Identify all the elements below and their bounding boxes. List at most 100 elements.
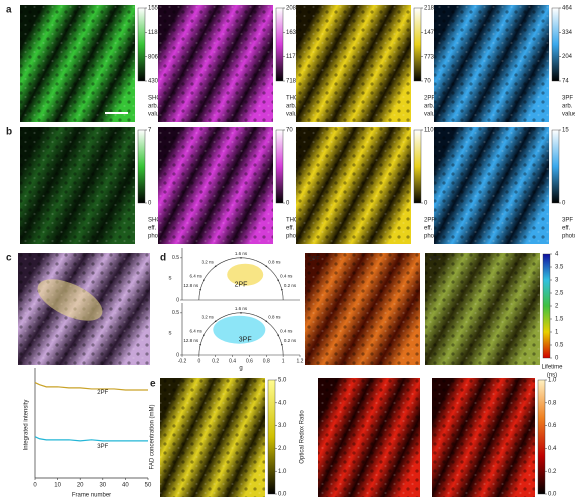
colorbar-tick-label: 7 [148, 128, 152, 134]
texture [434, 5, 549, 122]
colorbar-tick-label: 0 [148, 201, 152, 207]
lifetime-marker [214, 320, 217, 323]
colorbar-tick-label: 1559 [148, 6, 162, 12]
x-tick-label: 20 [77, 483, 84, 489]
series-line [34, 436, 148, 442]
unit-label: photon [148, 234, 166, 240]
channel-label: 3PF [562, 218, 573, 224]
colorbar-tick-label: 15 [562, 128, 569, 134]
colorbar-tick-label: 1.5 [555, 317, 564, 323]
phasor-label: 2PF [235, 282, 248, 289]
series-label: 2PF [97, 390, 108, 396]
x-tick-label: 1 [282, 358, 285, 364]
colorbar-tick-label: 806 [148, 54, 159, 60]
colorbar-tick-label: 1.0 [278, 469, 287, 475]
y-axis-label: Integrated intensity [24, 400, 30, 451]
colorbar [137, 7, 146, 82]
colorbar-tick-label: 1175 [286, 54, 300, 60]
texture [305, 253, 420, 365]
colorbar-tick-label: 4 [555, 252, 559, 258]
colorbar-label: (ns) [547, 373, 557, 379]
colorbar-tick-label: 0.4 [548, 446, 557, 452]
channel-label: SHG [148, 218, 161, 224]
image-label: 2PF [309, 257, 320, 263]
lifetime-label: 1.6 ns [235, 306, 248, 311]
x-tick-label: 50 [145, 483, 152, 489]
colorbar [137, 129, 146, 204]
unit-label: arb. [562, 104, 573, 110]
unit-label: arb. [424, 104, 435, 110]
x-tick-label: 0.6 [246, 358, 253, 364]
lifetime-label: 12.8 ns [183, 283, 199, 288]
colorbar [537, 379, 546, 495]
unit-label: value [562, 112, 575, 118]
colorbar-tick-label: 1631 [286, 30, 300, 36]
colorbar-tick-label: 1183 [148, 30, 162, 36]
colorbar-label: Optical Redox Ratio [300, 410, 306, 464]
lifetime-label: 6.4 ns [190, 328, 203, 333]
lifetime-label: 0.4 ns [280, 328, 293, 333]
colorbar-tick-label: 4.0 [278, 400, 287, 406]
unit-label: eff. [286, 226, 295, 232]
panel-label: c [6, 253, 12, 264]
unit-label: arb. [148, 104, 159, 110]
lifetime-marker [240, 257, 242, 259]
unit-label: value [148, 112, 163, 118]
texture [432, 378, 535, 497]
unit-label: eff. [148, 226, 157, 232]
colorbar-tick-label: 430 [148, 79, 159, 85]
colorbar [267, 379, 276, 495]
lifetime-marker [203, 279, 205, 281]
image-label: 3PF [429, 257, 440, 263]
phasor-cloud [227, 263, 264, 286]
x-tick-label: 0.4 [229, 358, 236, 364]
colorbar-tick-label: 1477 [424, 30, 438, 36]
colorbar [551, 7, 560, 82]
x-tick-label: 0.8 [263, 358, 270, 364]
colorbar-tick-label: 464 [562, 6, 573, 12]
colorbar-tick-label: 0 [555, 356, 559, 362]
unit-label: arb. [286, 104, 297, 110]
colorbar [275, 129, 284, 204]
series-label: 3PF [97, 444, 108, 450]
lifetime-label: 0.2 ns [284, 283, 297, 288]
x-tick-label: 10 [54, 483, 61, 489]
x-axis-label: g [239, 366, 242, 372]
lifetime-label: 0.8 ns [268, 314, 281, 319]
colorbar-tick-label: 5.0 [278, 378, 287, 384]
lifetime-marker [214, 265, 217, 268]
unit-label: value [286, 112, 301, 118]
panel-label: d [160, 253, 166, 264]
panel-label: e [150, 379, 156, 390]
lifetime-marker [281, 343, 283, 346]
colorbar-tick-label: 0.0 [548, 492, 557, 498]
bright-region [37, 279, 103, 321]
texture [158, 5, 273, 122]
channel-label: 2PF [424, 218, 435, 224]
channel-label: THG [286, 96, 299, 102]
unit-label: value [424, 112, 439, 118]
colorbar [413, 7, 422, 82]
colorbar-tick-label: 334 [562, 30, 573, 36]
lifetime-label: 12.8 ns [183, 338, 199, 343]
colorbar-tick-label: 0.0 [278, 492, 287, 498]
colorbar-tick-label: 2088 [286, 6, 300, 12]
colorbar-label: Lifetime [541, 365, 563, 371]
colorbar-tick-label: 204 [562, 54, 573, 60]
lifetime-marker [277, 334, 279, 336]
unit-label: photon [286, 234, 304, 240]
colorbar-tick-label: 0 [562, 201, 566, 207]
y-tick-label: 0.5 [172, 255, 179, 261]
colorbar-tick-label: 773 [424, 54, 435, 60]
y-tick-label: 0 [176, 352, 179, 358]
texture [434, 127, 549, 244]
colorbar-tick-label: 3 [555, 278, 559, 284]
colorbar-tick-label: 0 [424, 201, 428, 207]
texture [425, 253, 540, 365]
unit-label: eff. [562, 226, 571, 232]
channel-label: 2PF [424, 96, 435, 102]
channel-label: 3PF [562, 96, 573, 102]
lifetime-label: 0.8 ns [268, 259, 281, 264]
y-axis-label: s [169, 331, 172, 337]
colorbar-tick-label: 0.8 [548, 400, 557, 406]
